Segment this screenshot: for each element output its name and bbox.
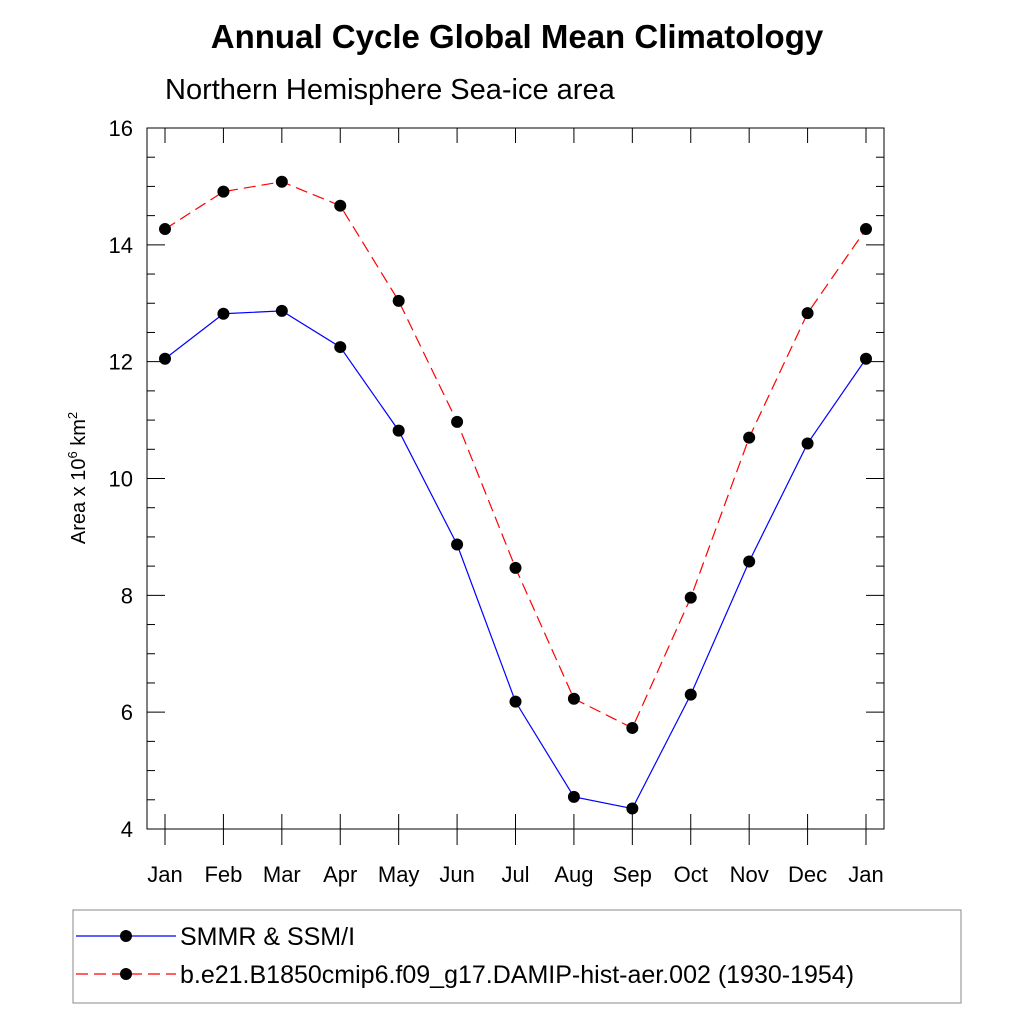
legend-marker: [120, 930, 132, 942]
x-tick-label: Sep: [613, 862, 652, 887]
data-point: [392, 294, 405, 307]
y-tick-label: 4: [121, 817, 133, 842]
x-tick-label: Jun: [439, 862, 474, 887]
data-point: [159, 352, 171, 365]
plot-axes: 4 6 8 10 12 14 16 Jan Feb Mar Apr May Jun Jul Aug Sep Oc…: [109, 116, 885, 887]
chart-title: Annual Cycle Global Mean Climatology: [211, 18, 824, 55]
y-axis-label: Area x 106 km2: [65, 412, 90, 544]
data-point: [860, 352, 872, 365]
series-1: [159, 304, 872, 815]
series-layer: [159, 175, 872, 815]
x-tick-label: Jul: [501, 862, 529, 887]
data-point: [509, 695, 522, 708]
data-point: [217, 185, 230, 198]
x-tick-label: Dec: [788, 862, 827, 887]
data-point: [860, 223, 872, 236]
series-line: [164, 310, 867, 810]
x-tick-label: Oct: [674, 862, 708, 887]
data-point: [392, 424, 405, 437]
x-tick-label: Mar: [263, 862, 301, 887]
y-tick-label: 12: [109, 350, 133, 375]
ylabel-exp: 6: [65, 451, 80, 458]
ylabel-unit: km: [68, 419, 90, 451]
ylabel-base: Area x 10: [68, 459, 90, 545]
data-point: [743, 431, 756, 444]
y-tick-label: 6: [121, 700, 133, 725]
x-tick-label: Jan: [848, 862, 883, 887]
data-point: [626, 802, 639, 815]
x-tick-label: Aug: [554, 862, 593, 887]
data-point: [451, 415, 464, 428]
data-point: [159, 223, 171, 236]
chart-subtitle: Northern Hemisphere Sea-ice area: [165, 74, 616, 106]
data-point: [626, 721, 639, 734]
legend-entry-2: b.e21.B1850cmip6.f09_g17.DAMIP-hist-aer.…: [76, 961, 854, 989]
plot-frame: [146, 127, 885, 830]
legend-entry-1: SMMR & SSM/I: [76, 923, 355, 951]
legend-label: SMMR & SSM/I: [180, 923, 355, 951]
data-point: [801, 307, 814, 320]
data-point: [451, 538, 464, 551]
data-point: [567, 790, 580, 803]
legend: SMMR & SSM/I b.e21.B1850cmip6.f09_g17.DAM…: [72, 909, 962, 1004]
y-tick-label: 14: [109, 233, 133, 258]
data-point: [509, 561, 522, 574]
data-point: [334, 341, 347, 354]
legend-marker: [120, 968, 132, 980]
data-point: [801, 437, 814, 450]
x-tick-label: Nov: [730, 862, 769, 887]
y-tick-label: 10: [109, 467, 133, 492]
data-point: [217, 307, 230, 320]
data-point: [743, 555, 756, 568]
legend-label: b.e21.B1850cmip6.f09_g17.DAMIP-hist-aer.…: [180, 961, 854, 989]
series-2: [159, 175, 872, 734]
x-tick-label: May: [378, 862, 420, 887]
series-line: [164, 181, 867, 729]
data-point: [684, 688, 697, 701]
data-point: [567, 692, 580, 705]
legend-box: [72, 909, 962, 1004]
y-tick-label: 16: [109, 116, 133, 141]
y-tick-label: 8: [121, 583, 133, 608]
data-point: [684, 591, 697, 604]
data-point: [334, 199, 347, 212]
x-tick-label: Jan: [147, 862, 182, 887]
x-tick-label: Feb: [204, 862, 242, 887]
data-point: [275, 175, 288, 188]
ylabel-unit-exp: 2: [65, 412, 80, 419]
x-tick-label: Apr: [323, 862, 357, 887]
y-axis-label-text: Area x 106 km2: [65, 412, 90, 544]
data-point: [275, 304, 288, 317]
